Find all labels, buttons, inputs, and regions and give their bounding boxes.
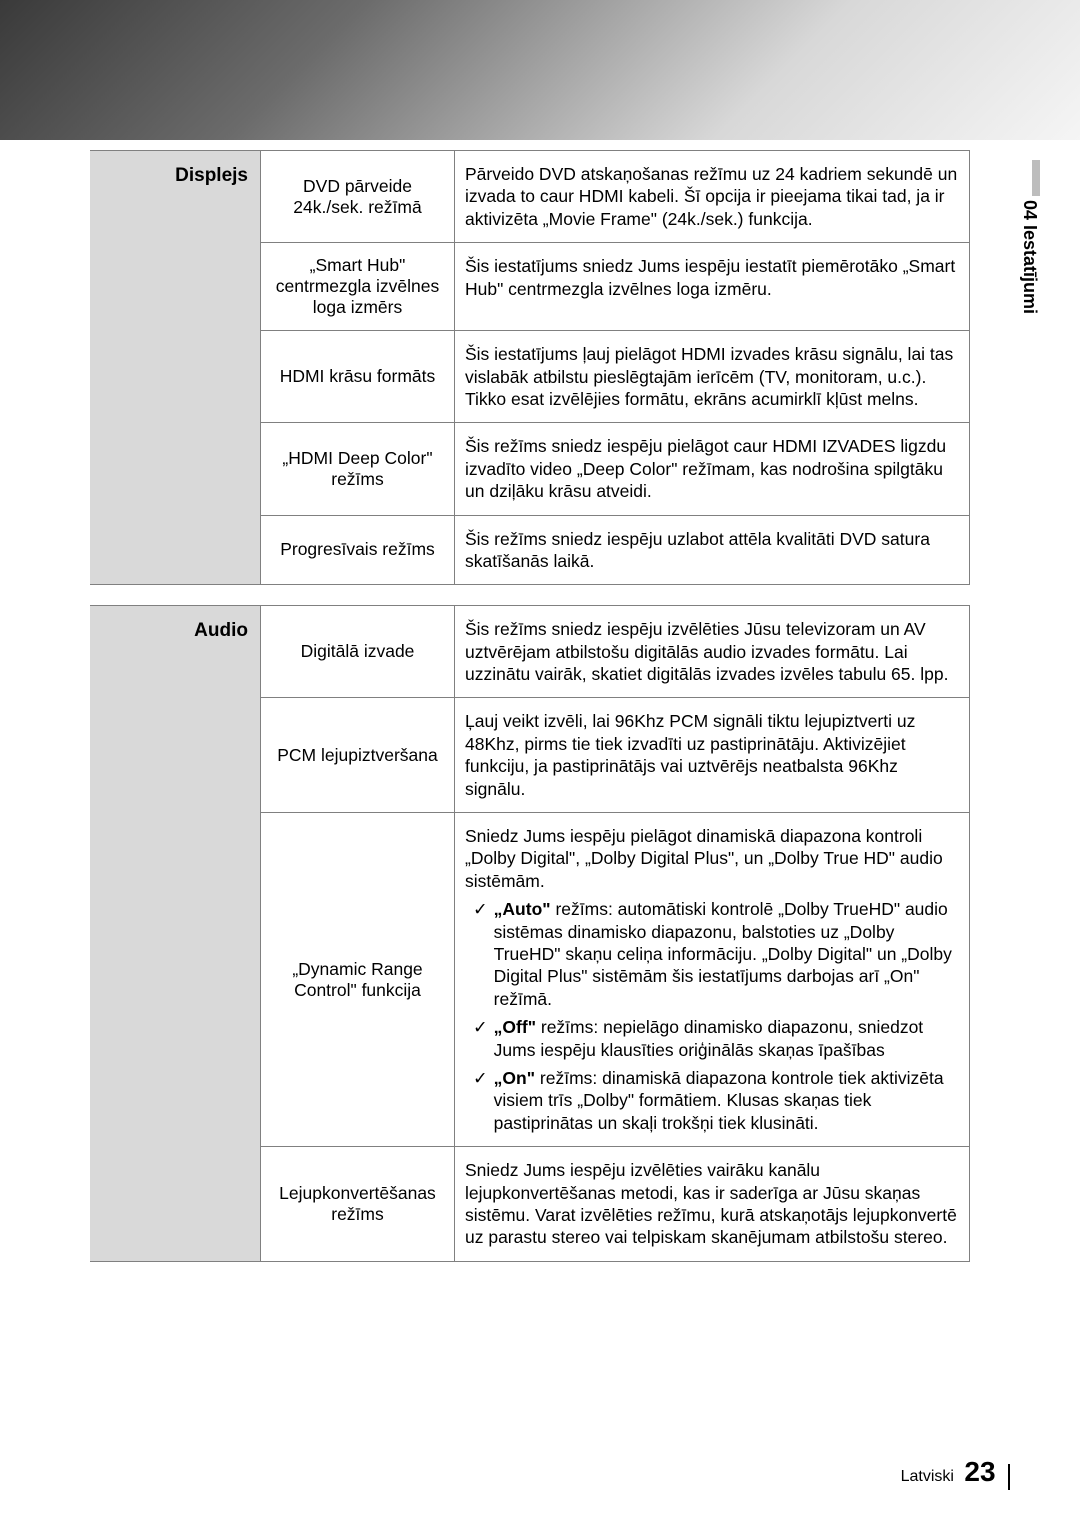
- section-displejs: Displejs DVD pārveide 24k./sek. režīmā P…: [90, 150, 970, 585]
- setting-name: Progresīvais režīms: [260, 516, 455, 585]
- table-row: „Smart Hub" centrmezgla izvēlnes loga iz…: [260, 243, 970, 331]
- footer-divider: [1008, 1464, 1010, 1490]
- footer-lang: Latviski: [901, 1468, 954, 1485]
- setting-name: DVD pārveide 24k./sek. režīmā: [260, 151, 455, 242]
- page-footer: Latviski 23: [901, 1456, 1010, 1490]
- check-item: ✓ „Auto" režīms: automātiski kontrolē „D…: [465, 898, 959, 1010]
- setting-name: Digitālā izvade: [260, 606, 455, 697]
- table-row: „HDMI Deep Color" režīms Šis režīms snie…: [260, 423, 970, 515]
- category-label: Displejs: [90, 151, 260, 584]
- check-text: „Auto" režīms: automātiski kontrolē „Dol…: [494, 898, 959, 1010]
- footer-page-number: 23: [964, 1456, 995, 1487]
- header-gradient: [0, 0, 1080, 140]
- setting-desc: Šis režīms sniedz iespēju izvēlēties Jūs…: [455, 606, 970, 697]
- setting-name: HDMI krāsu formāts: [260, 331, 455, 422]
- setting-desc: Sniedz Jums iespēju pielāgot dinamiskā d…: [455, 813, 970, 1146]
- section-audio: Audio Digitālā izvade Šis režīms sniedz …: [90, 605, 970, 1261]
- check-icon: ✓: [473, 898, 488, 1010]
- table-row: HDMI krāsu formāts Šis iestatījums ļauj …: [260, 331, 970, 423]
- setting-desc: Pārveido DVD atskaņošanas režīmu uz 24 k…: [455, 151, 970, 242]
- table-row: Lejupkonvertēšanas režīms Sniedz Jums ie…: [260, 1147, 970, 1261]
- setting-desc: Šis iestatījums sniedz Jums iespēju iest…: [455, 243, 970, 330]
- setting-desc: Šis iestatījums ļauj pielāgot HDMI izvad…: [455, 331, 970, 422]
- setting-desc: Šis režīms sniedz iespēju pielāgot caur …: [455, 423, 970, 514]
- table-row: Digitālā izvade Šis režīms sniedz iespēj…: [260, 606, 970, 698]
- setting-desc: Sniedz Jums iespēju izvēlēties vairāku k…: [455, 1147, 970, 1261]
- check-icon: ✓: [473, 1016, 488, 1061]
- side-tab-label: 04 Iestatījumi: [1019, 200, 1040, 314]
- setting-name: PCM lejupiztveršana: [260, 698, 455, 812]
- setting-name: „Dynamic Range Control" funkcija: [260, 813, 455, 1146]
- check-icon: ✓: [473, 1067, 488, 1134]
- setting-name: „HDMI Deep Color" režīms: [260, 423, 455, 514]
- table-row: PCM lejupiztveršana Ļauj veikt izvēli, l…: [260, 698, 970, 813]
- table-row: Progresīvais režīms Šis režīms sniedz ie…: [260, 516, 970, 585]
- setting-desc: Ļauj veikt izvēli, lai 96Khz PCM signāli…: [455, 698, 970, 812]
- table-row: „Dynamic Range Control" funkcija Sniedz …: [260, 813, 970, 1147]
- check-item: ✓ „Off" režīms: nepielāgo dinamisko diap…: [465, 1016, 959, 1061]
- category-label: Audio: [90, 606, 260, 1260]
- desc-intro: Sniedz Jums iespēju pielāgot dinamiskā d…: [465, 825, 959, 892]
- setting-name: „Smart Hub" centrmezgla izvēlnes loga iz…: [260, 243, 455, 330]
- check-text: „Off" režīms: nepielāgo dinamisko diapaz…: [494, 1016, 959, 1061]
- check-text: „On" režīms: dinamiskā diapazona kontrol…: [494, 1067, 959, 1134]
- content-area: Displejs DVD pārveide 24k./sek. režīmā P…: [90, 150, 970, 1282]
- check-item: ✓ „On" režīms: dinamiskā diapazona kontr…: [465, 1067, 959, 1134]
- setting-desc: Šis režīms sniedz iespēju uzlabot attēla…: [455, 516, 970, 585]
- table-row: DVD pārveide 24k./sek. režīmā Pārveido D…: [260, 151, 970, 243]
- setting-name: Lejupkonvertēšanas režīms: [260, 1147, 455, 1261]
- side-tab-marker: [1032, 160, 1040, 196]
